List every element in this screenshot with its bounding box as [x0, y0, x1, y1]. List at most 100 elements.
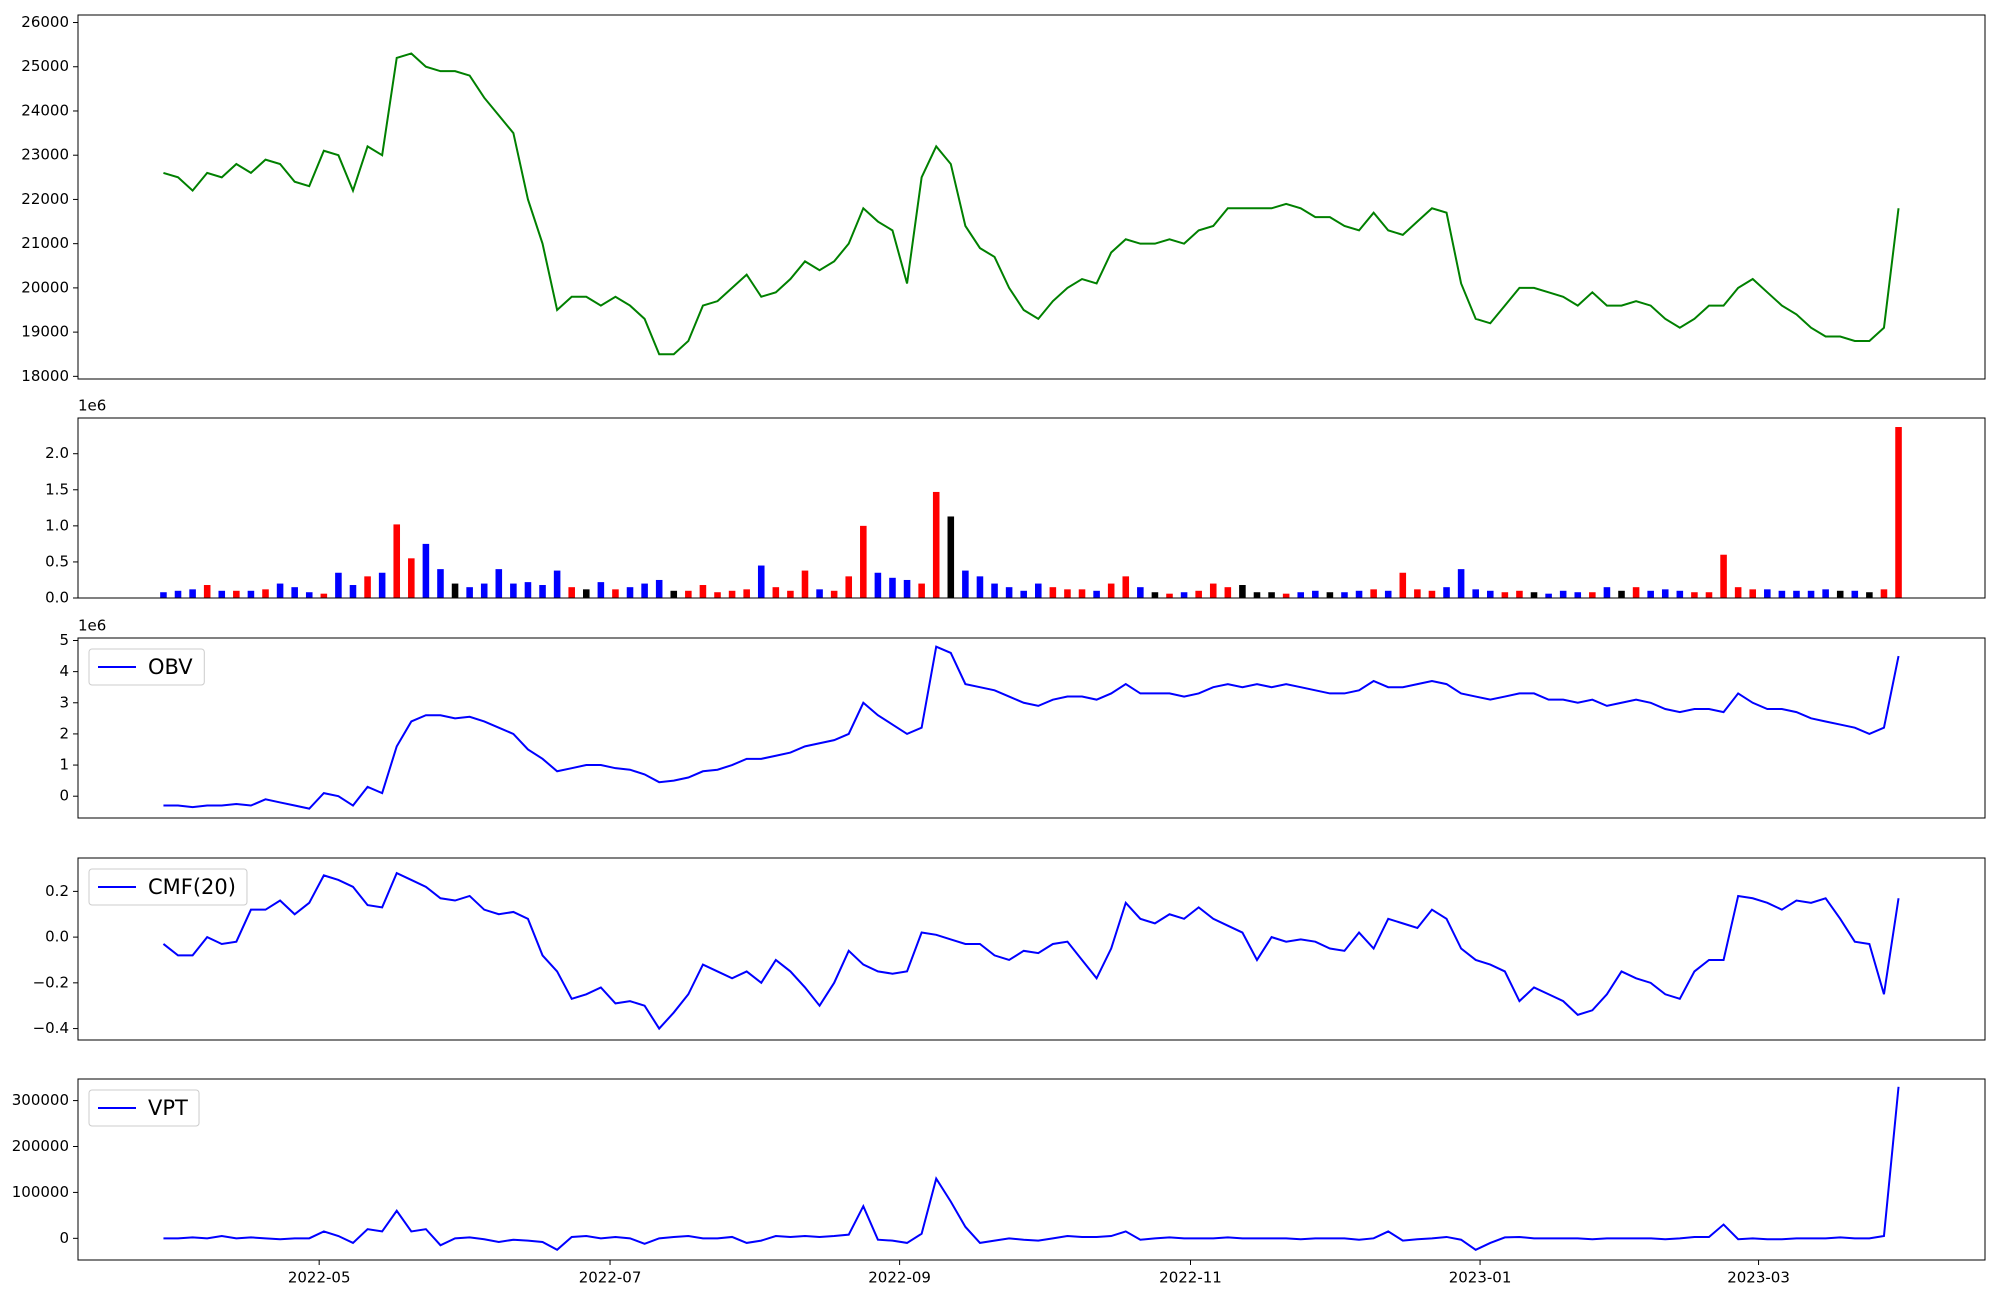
bar — [1516, 590, 1523, 598]
y-tick-label: 2 — [59, 724, 69, 742]
bar — [903, 579, 911, 598]
legend-box — [88, 868, 248, 906]
bar — [1224, 587, 1232, 598]
offset-label: 1e6 — [78, 397, 106, 415]
bar — [466, 587, 473, 598]
bar — [932, 491, 940, 598]
bar — [1618, 590, 1625, 598]
bar — [437, 569, 444, 598]
bar — [1880, 589, 1888, 598]
bar — [1822, 589, 1829, 598]
y-tick-label: 200000 — [12, 1137, 69, 1155]
bar — [1705, 592, 1713, 598]
y-tick-label: 21000 — [21, 234, 69, 252]
bar — [1370, 589, 1377, 598]
bar — [1297, 592, 1305, 598]
bar — [1691, 592, 1698, 598]
y-tick-label: 0 — [59, 1229, 69, 1247]
y-tick-label: −0.4 — [33, 1019, 69, 1037]
bar — [1501, 592, 1509, 598]
y-tick-label: 18000 — [21, 367, 69, 385]
bar — [685, 590, 692, 598]
legend-label: VPT — [148, 1096, 188, 1120]
bar — [1472, 589, 1479, 598]
y-tick-label: 1.0 — [45, 516, 69, 534]
bar — [1895, 427, 1902, 598]
y-tick-label: 4 — [59, 662, 69, 680]
bar — [1428, 590, 1436, 598]
bar — [1137, 587, 1144, 598]
x-tick-label: 2023-03 — [1727, 1269, 1790, 1287]
panel: 0.0 0.5 1.0 1.5 2.0 1e6 — [45, 397, 1986, 607]
y-tick-label: 100000 — [12, 1183, 69, 1201]
bar — [1574, 592, 1582, 598]
bar — [218, 590, 226, 598]
bar — [393, 524, 401, 598]
data-line — [163, 52, 1900, 356]
data-line — [162, 871, 1900, 1031]
bar — [976, 576, 984, 598]
bar — [670, 590, 678, 598]
bar — [874, 572, 882, 598]
y-tick-label: 22000 — [21, 190, 69, 208]
bar — [597, 582, 605, 598]
panel: 0 100000 200000 300000 2022-05 2022-07 2022-09… — [12, 1078, 1986, 1287]
bar — [1676, 590, 1684, 598]
bar — [1851, 590, 1859, 598]
bar — [1209, 583, 1217, 598]
bar — [320, 593, 328, 598]
y-tick-label: 2.0 — [45, 444, 69, 462]
bar — [291, 587, 298, 598]
bar — [1253, 592, 1261, 598]
bar — [626, 587, 634, 598]
bar — [305, 592, 313, 598]
y-tick-label: 3 — [59, 693, 69, 711]
y-tick-label: 23000 — [21, 146, 69, 164]
bar — [1720, 554, 1727, 598]
bar — [1764, 589, 1771, 598]
bar — [655, 579, 663, 598]
bar — [510, 583, 517, 598]
bar — [1603, 587, 1611, 598]
x-tick-label: 2022-09 — [868, 1269, 931, 1287]
bar — [947, 516, 955, 598]
bar — [1180, 592, 1188, 598]
bar — [422, 543, 430, 598]
bar — [1341, 592, 1348, 598]
legend-label: OBV — [148, 655, 193, 679]
bar — [160, 592, 167, 598]
y-tick-label: 300000 — [12, 1091, 69, 1109]
bar — [845, 576, 853, 598]
bar — [408, 558, 415, 598]
bar — [1632, 587, 1640, 598]
bar — [553, 570, 561, 598]
legend-box — [88, 648, 205, 686]
bar — [772, 587, 780, 598]
panel: 18000 19000 20000 21000 22000 23000 24000 25000… — [21, 13, 1986, 385]
bar — [1749, 589, 1757, 598]
bar — [801, 570, 809, 598]
bar — [962, 570, 969, 598]
bar — [743, 589, 750, 598]
bar — [1414, 589, 1421, 598]
bar — [1807, 590, 1815, 598]
legend: VPT — [88, 1089, 200, 1127]
axes-frame — [77, 14, 1986, 380]
bar — [1093, 590, 1100, 598]
y-tick-label: 1.5 — [45, 480, 69, 498]
y-tick-label: 19000 — [21, 323, 69, 341]
bar — [174, 590, 182, 598]
x-tick-label: 2022-11 — [1159, 1269, 1222, 1287]
panel: −0.4 −0.2 0.0 0.2 CMF(20) — [33, 857, 1986, 1041]
bar — [1312, 590, 1319, 598]
bar — [349, 585, 357, 598]
bar — [714, 592, 721, 598]
y-tick-label: −0.2 — [33, 973, 69, 991]
y-tick-label: 26000 — [21, 13, 69, 31]
bar — [641, 583, 648, 598]
panel: 0 1 2 3 4 5 1e6 OBV — [59, 617, 1986, 819]
bar — [480, 583, 488, 598]
bar — [1661, 589, 1669, 598]
offset-label: 1e6 — [78, 617, 106, 635]
